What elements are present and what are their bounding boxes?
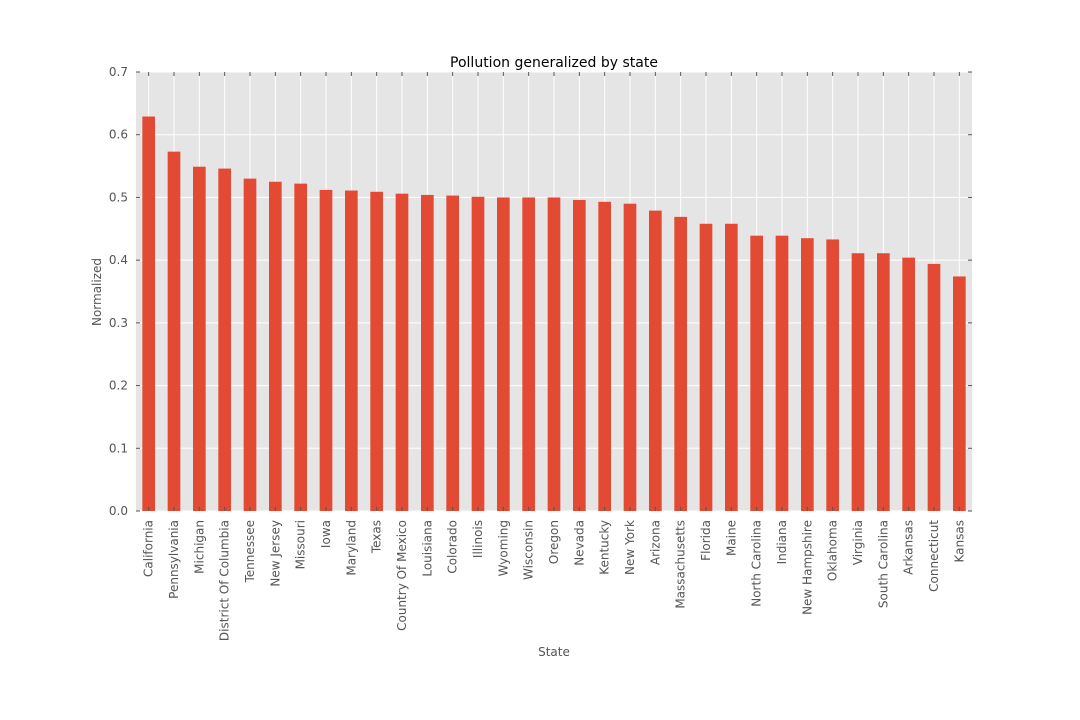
bar (826, 239, 839, 511)
bar (370, 191, 383, 511)
bar (573, 199, 586, 512)
y-tick-label: 0.1 (109, 441, 128, 455)
x-tick-label: Country Of Mexico (395, 520, 409, 631)
bar (623, 203, 637, 511)
bar (471, 196, 485, 511)
x-tick-label: Virginia (851, 520, 865, 565)
bar (953, 276, 966, 511)
bar (395, 193, 409, 511)
bar (801, 238, 814, 511)
x-tick-label: District Of Columbia (218, 520, 232, 641)
y-axis-label: Normalized (90, 258, 104, 326)
x-tick-label: New York (623, 520, 637, 575)
x-tick-label: Arizona (648, 520, 662, 565)
bar (167, 151, 181, 511)
x-tick-label: Oregon (547, 520, 561, 564)
y-tick-label: 0.3 (109, 316, 128, 330)
bar (877, 253, 890, 511)
bar (674, 216, 687, 511)
x-tick-label: Illinois (471, 520, 485, 558)
y-tick-label: 0.2 (109, 379, 128, 393)
bars (142, 116, 966, 512)
x-tick-label: Connecticut (927, 520, 941, 592)
x-tick-label: Kansas (952, 520, 966, 562)
x-tick-label: North Carolina (750, 520, 764, 607)
bar (902, 257, 915, 511)
bar (446, 195, 459, 511)
x-tick-label: New Hampshire (800, 520, 814, 615)
x-tick-label: Nevada (572, 520, 586, 566)
x-tick-label: New Jersey (268, 520, 282, 587)
x-tick-label: Tennessee (243, 520, 257, 584)
x-tick-label: Maine (724, 520, 738, 556)
bar (522, 197, 535, 511)
bar (193, 166, 206, 511)
bar (699, 223, 713, 512)
bar (218, 168, 231, 511)
bar (547, 197, 561, 511)
x-tick-label: Wisconsin (522, 520, 536, 580)
bar (725, 223, 738, 512)
bar (598, 201, 611, 511)
bar (269, 181, 282, 511)
x-tick-label: Massachusetts (674, 520, 688, 609)
bar (421, 194, 434, 512)
x-tick-label: Maryland (344, 520, 358, 576)
x-tick-label: Pennsylvania (167, 520, 181, 599)
bar (927, 263, 941, 511)
y-tick-label: 0.0 (109, 504, 128, 518)
bar (775, 235, 789, 512)
x-tick-label: Iowa (319, 520, 333, 548)
x-tick-label: Indiana (775, 520, 789, 564)
x-tick-label: Oklahoma (826, 520, 840, 581)
bar (243, 178, 257, 511)
x-tick-label: Kentucky (598, 520, 612, 575)
x-axis-ticks: California Pennsylvania Michigan District O… (142, 72, 966, 641)
x-tick-label: Louisiana (420, 520, 434, 577)
y-tick-label: 0.7 (109, 65, 128, 79)
x-axis-label: State (538, 645, 570, 659)
x-tick-label: South Carolina (876, 520, 890, 608)
bar (142, 116, 155, 511)
bar (294, 183, 307, 512)
x-tick-label: California (142, 520, 156, 577)
x-tick-label: Wyoming (496, 520, 510, 576)
bar (851, 253, 865, 511)
y-tick-label: 0.5 (109, 190, 128, 204)
bar (497, 197, 510, 511)
y-tick-label: 0.4 (109, 253, 128, 267)
bar (649, 210, 662, 511)
y-axis-ticks: 0.0 0.1 0.2 0.3 0.4 0.5 0.6 0.7 (109, 65, 972, 518)
bar (345, 190, 358, 511)
y-tick-label: 0.6 (109, 128, 128, 142)
x-tick-label: Texas (370, 520, 384, 554)
x-tick-label: Arkansas (902, 520, 916, 575)
bar (319, 189, 333, 511)
chart-title: Pollution generalized by state (450, 55, 658, 71)
x-tick-label: Michigan (192, 520, 206, 574)
bar (750, 235, 763, 512)
x-tick-label: Missouri (294, 520, 308, 569)
x-tick-label: Florida (699, 520, 713, 561)
x-tick-label: Colorado (446, 520, 460, 574)
